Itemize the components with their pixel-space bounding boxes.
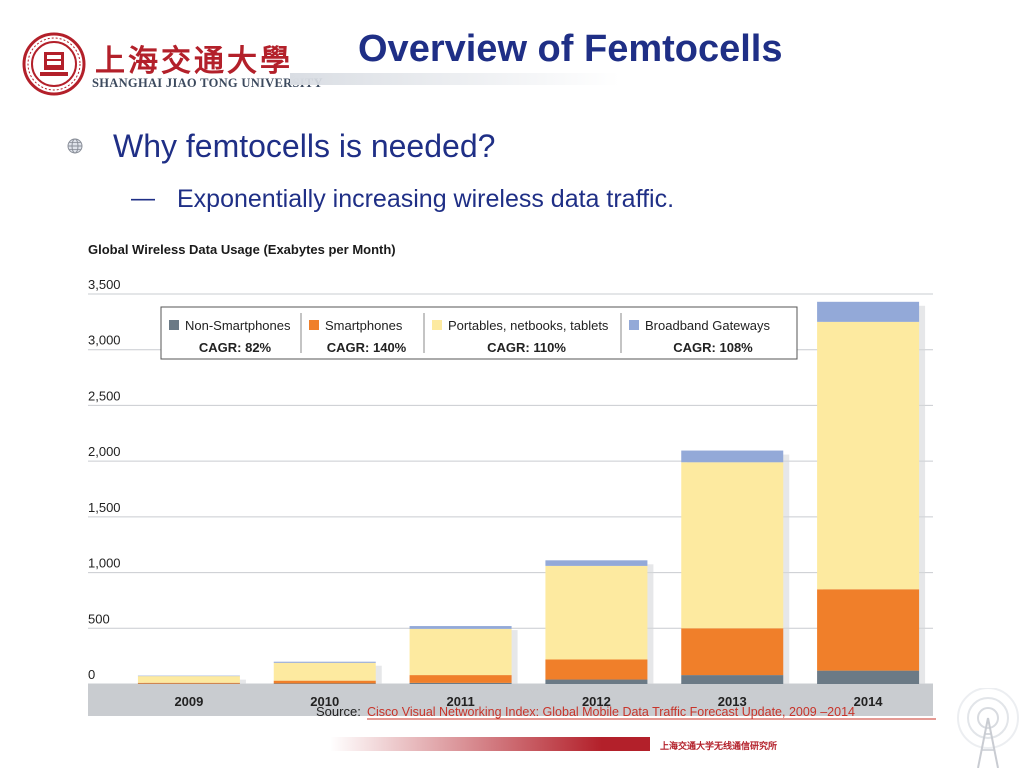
legend-cagr: CAGR: 82%: [199, 340, 272, 355]
legend-swatch: [629, 320, 639, 330]
legend-cagr: CAGR: 108%: [673, 340, 753, 355]
y-tick-label: 1,000: [88, 556, 121, 571]
bar-segment: [409, 628, 512, 676]
globe-bullet-icon: [67, 138, 83, 154]
x-tick-label: 2011: [446, 694, 474, 709]
legend-cagr: CAGR: 110%: [487, 340, 566, 355]
legend-swatch: [432, 320, 442, 330]
bar-segment: [817, 301, 920, 322]
bar-segment: [817, 321, 920, 590]
x-tick-label: 2014: [854, 694, 884, 709]
source-label: Source:: [316, 704, 361, 719]
university-seal-icon: [22, 32, 86, 96]
bar-segment: [681, 628, 784, 676]
bar-segment: [409, 682, 512, 684]
legend-label: Smartphones: [325, 318, 403, 333]
legend-label: Portables, netbooks, tablets: [448, 318, 609, 333]
y-tick-label: 500: [88, 611, 110, 626]
y-tick-label: 1,500: [88, 500, 121, 515]
y-tick-label: 3,500: [88, 277, 121, 292]
antenna-tower-icon: [948, 687, 1024, 769]
x-axis-band: [88, 684, 933, 716]
bar-segment: [545, 565, 648, 660]
bullet-text: Why femtocells is needed?: [113, 128, 496, 164]
bar-segment: [545, 560, 648, 566]
header-divider: [290, 73, 620, 85]
legend-box: [160, 306, 798, 360]
bar-segment: [545, 659, 648, 680]
bar-segment: [545, 679, 648, 684]
bar-segment: [273, 683, 376, 684]
footer-bar: [330, 737, 650, 751]
sub-bullet-dash: —: [131, 185, 155, 212]
legend-cagr: CAGR: 140%: [327, 340, 407, 355]
chart-container: Global Wireless Data Usage (Exabytes per…: [78, 226, 948, 738]
slide-title: Overview of Femtocells: [358, 28, 783, 70]
university-name-chinese: 上海交通大學: [95, 44, 293, 79]
bar-segment: [137, 683, 240, 685]
bar-segment: [273, 661, 376, 663]
bar-segment: [273, 680, 376, 684]
y-tick-label: 2,000: [88, 444, 121, 459]
x-tick-label: 2009: [174, 694, 203, 709]
y-tick-label: 3,000: [88, 333, 121, 348]
bar-segment: [137, 676, 240, 683]
footer-institute-label: 上海交通大学无线通信研究所: [660, 742, 778, 752]
y-tick-label: 2,500: [88, 388, 121, 403]
stacked-bar-chart: Global Wireless Data Usage (Exabytes per…: [88, 242, 936, 720]
bar-segment: [681, 462, 784, 629]
bar-segment: [137, 682, 240, 684]
sub-bullet-text: Exponentially increasing wireless data t…: [177, 185, 675, 213]
bar-segment: [681, 675, 784, 684]
university-name-english: SHANGHAI JIAO TONG UNIVERSITY: [92, 76, 323, 90]
x-tick-label: 2010: [310, 694, 339, 709]
bar-segment: [681, 450, 784, 463]
x-tick-label: 2012: [582, 694, 611, 709]
bar-segment: [273, 662, 376, 681]
bar-segment: [409, 675, 512, 683]
legend-swatch: [169, 320, 179, 330]
y-tick-label: 0: [88, 667, 95, 682]
bar-segment: [817, 670, 920, 684]
source-citation: Cisco Visual Networking Index: Global Mo…: [367, 705, 855, 719]
x-tick-label: 2013: [718, 694, 747, 709]
legend-label: Non-Smartphones: [185, 318, 291, 333]
chart-title: Global Wireless Data Usage (Exabytes per…: [88, 242, 396, 257]
bar-segment: [817, 589, 920, 671]
legend-swatch: [309, 320, 319, 330]
bar-segment: [137, 675, 240, 677]
legend-label: Broadband Gateways: [645, 318, 771, 333]
bar-segment: [409, 626, 512, 629]
